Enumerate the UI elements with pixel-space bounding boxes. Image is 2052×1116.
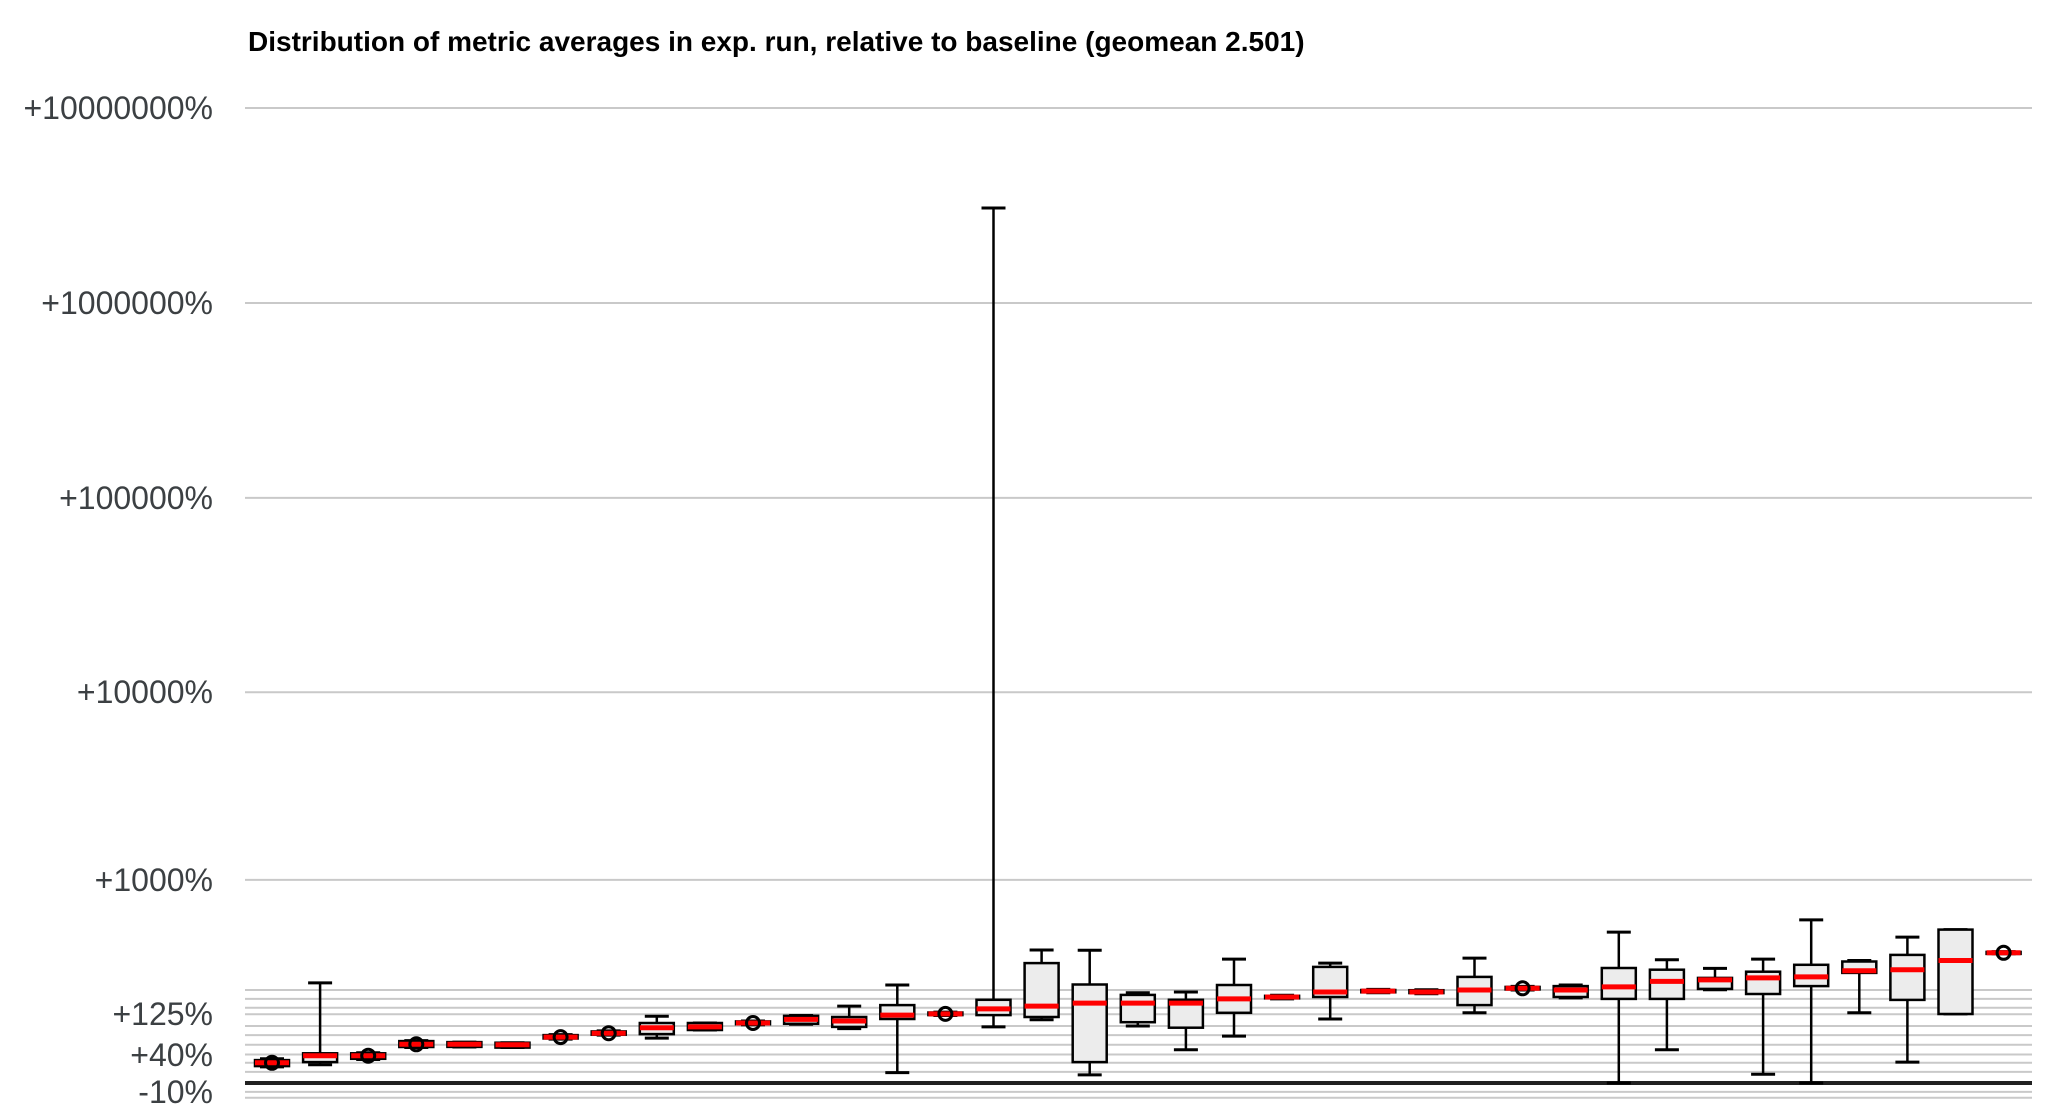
box-iqr bbox=[1600, 966, 1638, 1001]
mean-marker-icon bbox=[600, 1025, 617, 1042]
y-tick-label: +125% bbox=[112, 996, 213, 1033]
box-plot-item bbox=[1648, 958, 1686, 1052]
box-plot-item bbox=[1889, 935, 1926, 1064]
box-plot-item bbox=[638, 1014, 676, 1040]
box-iqr bbox=[1937, 928, 1974, 1016]
y-tick-label: +1000% bbox=[94, 861, 213, 898]
box-plot-item bbox=[1360, 987, 1397, 995]
box-plot-item bbox=[542, 1029, 579, 1046]
chart-title: Distribution of metric averages in exp. … bbox=[248, 26, 1305, 57]
y-tick-label: +1000000% bbox=[41, 284, 213, 321]
box-plot-item bbox=[1552, 983, 1589, 1000]
mean-marker-icon bbox=[552, 1029, 569, 1046]
box-iqr bbox=[1023, 961, 1060, 1019]
box-iqr bbox=[1648, 968, 1686, 1001]
box-plot-item bbox=[1985, 944, 2022, 961]
mean-marker-icon bbox=[1514, 980, 1531, 997]
box-plot-item bbox=[1023, 948, 1060, 1022]
box-plot-item bbox=[301, 981, 339, 1067]
mean-marker-icon bbox=[937, 1005, 954, 1022]
box-plot-item bbox=[879, 983, 916, 1075]
y-tick-label: +10000000% bbox=[23, 89, 213, 126]
box-iqr bbox=[1889, 953, 1926, 1002]
box-plot-item bbox=[1841, 959, 1878, 1015]
box-plot-item bbox=[253, 1054, 291, 1071]
box-plot-item bbox=[927, 1005, 964, 1022]
box-plot-item bbox=[446, 1040, 483, 1049]
box-plot-item bbox=[1071, 948, 1108, 1077]
box-plot-item bbox=[398, 1036, 435, 1053]
box-plot-item bbox=[734, 1015, 772, 1031]
box-plot-item bbox=[1311, 961, 1349, 1021]
box-plot-item bbox=[686, 1021, 724, 1032]
y-tick-label: +10000% bbox=[76, 674, 213, 711]
box-plot-item bbox=[1792, 918, 1830, 1085]
box-plot-item bbox=[782, 1014, 820, 1026]
box-plot-item bbox=[830, 1004, 868, 1031]
box-plot-item bbox=[349, 1047, 387, 1064]
box-plot-item bbox=[1937, 928, 1974, 1016]
box-plot-item bbox=[494, 1041, 531, 1049]
y-tick-label: -10% bbox=[138, 1073, 213, 1110]
box-iqr bbox=[1071, 983, 1108, 1064]
y-tick-label: +40% bbox=[130, 1036, 213, 1073]
mean-marker-icon bbox=[1995, 944, 2012, 961]
box-plot-item bbox=[1408, 988, 1445, 996]
mean-marker-icon bbox=[745, 1015, 761, 1031]
box-plot-item bbox=[1119, 991, 1157, 1028]
box-plot-item bbox=[1263, 993, 1301, 1001]
box-plot-item bbox=[1456, 956, 1493, 1015]
box-plot-item bbox=[1696, 966, 1734, 992]
mean-marker-icon bbox=[408, 1036, 425, 1053]
box-plot-item bbox=[1215, 957, 1253, 1038]
box-plot-item bbox=[975, 206, 1012, 1029]
box-plot-item bbox=[590, 1025, 627, 1042]
y-tick-label: +100000% bbox=[59, 479, 213, 516]
mean-marker-icon bbox=[264, 1054, 280, 1071]
box-plot-item bbox=[1600, 930, 1638, 1085]
box-iqr bbox=[1744, 970, 1782, 996]
box-plot-item bbox=[1167, 990, 1205, 1052]
box-plot-item bbox=[1744, 957, 1782, 1076]
box-iqr bbox=[1119, 993, 1157, 1024]
mean-marker-icon bbox=[360, 1047, 377, 1064]
box-plot-item bbox=[1504, 980, 1541, 997]
